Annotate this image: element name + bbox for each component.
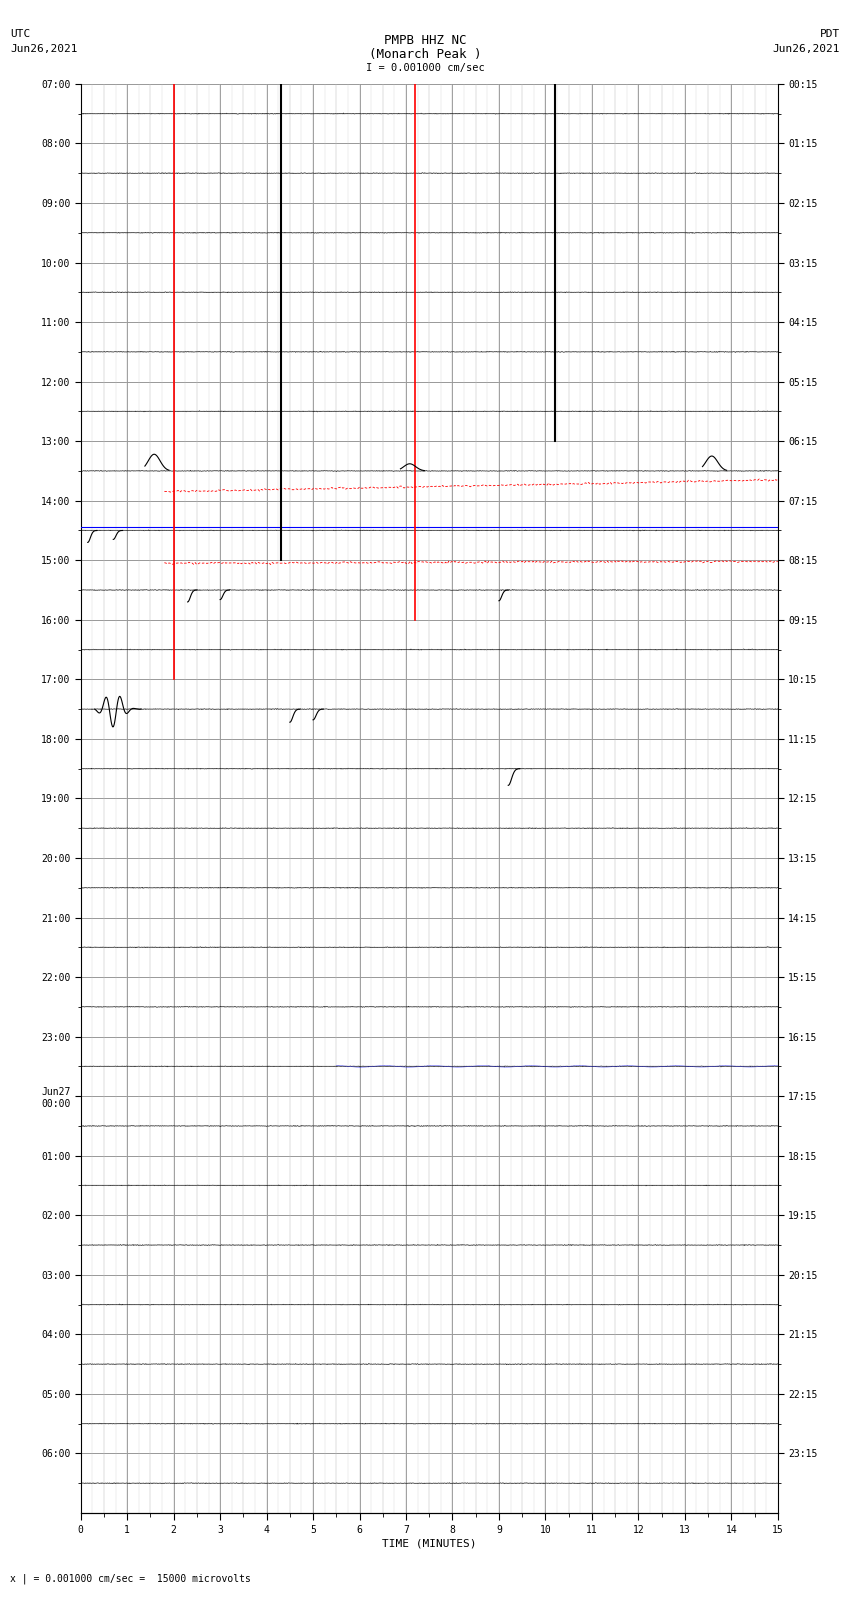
Text: x | = 0.001000 cm/sec =  15000 microvolts: x | = 0.001000 cm/sec = 15000 microvolts: [10, 1573, 251, 1584]
Text: PDT: PDT: [819, 29, 840, 39]
Text: (Monarch Peak ): (Monarch Peak ): [369, 48, 481, 61]
X-axis label: TIME (MINUTES): TIME (MINUTES): [382, 1539, 477, 1548]
Text: I = 0.001000 cm/sec: I = 0.001000 cm/sec: [366, 63, 484, 73]
Text: PMPB HHZ NC: PMPB HHZ NC: [383, 34, 467, 47]
Text: Jun26,2021: Jun26,2021: [10, 44, 77, 53]
Text: Jun26,2021: Jun26,2021: [773, 44, 840, 53]
Text: UTC: UTC: [10, 29, 31, 39]
